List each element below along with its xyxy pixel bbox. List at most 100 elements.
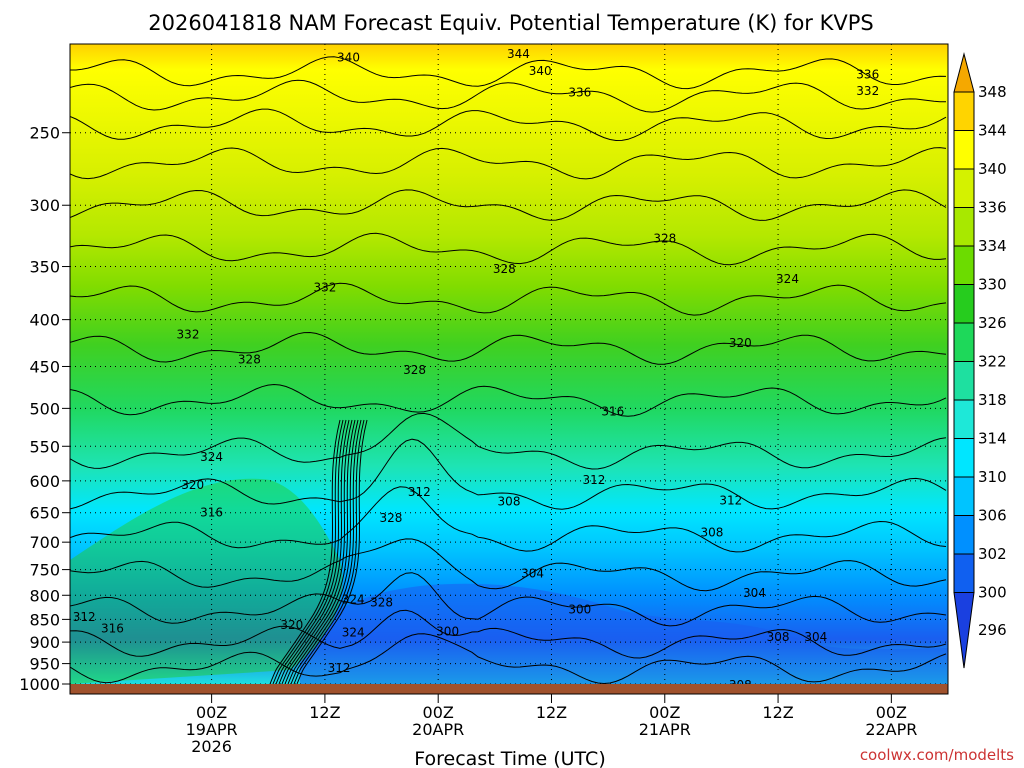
contour-label: 308	[498, 495, 521, 509]
contour-label: 308	[729, 678, 752, 692]
colorbar-swatch	[953, 284, 975, 324]
contour-line	[70, 282, 947, 316]
front-contour-line	[290, 419, 362, 684]
y-tick-label: 650	[29, 504, 60, 523]
colorbar-bottom-arrow	[953, 592, 975, 669]
contour-label: 336	[568, 86, 591, 100]
y-tick-label: 750	[29, 561, 60, 580]
contour-label: 328	[380, 511, 403, 525]
y-tick-label: 450	[29, 357, 60, 376]
colorbar-label: 310	[978, 468, 1007, 486]
colorbar: 348 344 340 336 334 330 326 322 318 314 310 306 302 3…	[953, 52, 1007, 669]
colorbar-swatch	[953, 361, 975, 401]
contour-label: 324	[776, 272, 799, 286]
colorbar-label: 318	[978, 391, 1007, 409]
colorbar-swatch	[953, 515, 975, 555]
contour-line	[70, 56, 947, 90]
front-contour-line	[272, 419, 344, 684]
y-tick-label: 900	[29, 633, 60, 652]
plot-area: 344 340 340 336 336 332 328 328 324 332 332 320 328 3…	[70, 44, 948, 692]
colorbar-label: 334	[978, 237, 1007, 255]
colorbar-label: 326	[978, 314, 1007, 332]
colorbar-swatch	[953, 130, 975, 170]
x-tick-label: 12Z	[762, 703, 793, 722]
contour-line	[70, 79, 946, 113]
contour-label: 312	[408, 485, 431, 499]
colorbar-swatch	[953, 476, 975, 516]
colorbar-swatch	[953, 91, 975, 131]
colorbar-label: 300	[978, 584, 1007, 602]
colorbar-label: 340	[978, 160, 1007, 178]
colorbar-top-arrow	[953, 52, 975, 93]
contour-label: 320	[280, 618, 303, 632]
front-contour-line	[269, 419, 341, 684]
contour-line	[70, 232, 947, 266]
y-tick-label: 600	[29, 472, 60, 491]
colorbar-label: 314	[978, 430, 1007, 448]
contour-label: 324	[200, 450, 223, 464]
y-tick-label: 350	[29, 258, 60, 277]
front-contour-line	[284, 419, 356, 684]
gridlines	[70, 44, 948, 684]
y-tick-label: 800	[29, 586, 60, 605]
contour-label: 304	[804, 630, 827, 644]
x-axis-label: Forecast Time (UTC)	[414, 748, 605, 768]
contour-label: 336	[856, 68, 879, 82]
contour-label: 316	[601, 405, 624, 419]
colorbar-label: 348	[978, 83, 1007, 101]
contour-labels: 344 340 340 336 336 332 328 328 324 332 332 320 328 3…	[73, 47, 879, 692]
y-tick-label: 950	[29, 655, 60, 674]
x-tick-label: 00Z	[876, 703, 907, 722]
colorbar-label: 330	[978, 276, 1007, 294]
contour-line	[70, 538, 947, 592]
contour-line	[70, 147, 947, 180]
contour-label: 332	[177, 327, 200, 341]
green-tongue-region	[70, 478, 343, 684]
x-tick-label: 20APR	[412, 720, 464, 739]
contour-label: 344	[507, 47, 530, 61]
y-tick-label: 1000	[19, 675, 60, 694]
contour-label: 328	[653, 231, 676, 245]
contour-label: 340	[529, 64, 552, 78]
x-tick-label: 21APR	[639, 720, 691, 739]
contour-label: 320	[729, 336, 752, 350]
contour-label: 328	[238, 352, 261, 366]
contour-label: 340	[337, 51, 360, 65]
contour-label: 328	[493, 262, 516, 276]
contour-lines	[70, 56, 947, 684]
contour-label: 312	[73, 610, 96, 624]
front-contour-line	[296, 419, 368, 684]
credit-text: coolwx.com/modelts	[860, 746, 1014, 764]
chart-title: 2026041818 NAM Forecast Equiv. Potential…	[148, 11, 873, 35]
contour-label: 312	[328, 661, 351, 675]
contour-label: 308	[701, 525, 724, 539]
contour-label: 316	[101, 622, 124, 636]
x-tick-label: 00Z	[649, 703, 680, 722]
front-contour-line	[281, 419, 353, 684]
contour-label: 332	[856, 84, 879, 98]
ground-bar	[70, 684, 948, 694]
contour-label: 308	[767, 630, 790, 644]
y-tick-label: 250	[29, 124, 60, 143]
contour-line	[70, 438, 947, 510]
y-tick-label: 300	[29, 196, 60, 215]
colorbar-swatch	[953, 168, 975, 208]
contour-label: 324	[342, 593, 365, 607]
contour-label: 312	[719, 493, 742, 507]
colorbar-label: 344	[978, 122, 1007, 140]
colorbar-label: 322	[978, 353, 1007, 371]
colorbar-swatch	[953, 553, 975, 593]
colorbar-swatch	[953, 399, 975, 439]
y-axis: 250 300 350 400 450 500 550 600 650 700 750 800 850 9…	[19, 124, 70, 694]
y-tick-label: 500	[29, 399, 60, 418]
colorbar-swatch	[953, 207, 975, 247]
colorbar-swatch	[953, 438, 975, 478]
colorbar-label: 306	[978, 507, 1007, 525]
colorbar-swatch	[953, 322, 975, 362]
contour-label: 316	[200, 506, 223, 520]
plot-frame	[69, 43, 949, 695]
front-contour-line	[278, 419, 350, 684]
contour-label: 320	[181, 478, 204, 492]
